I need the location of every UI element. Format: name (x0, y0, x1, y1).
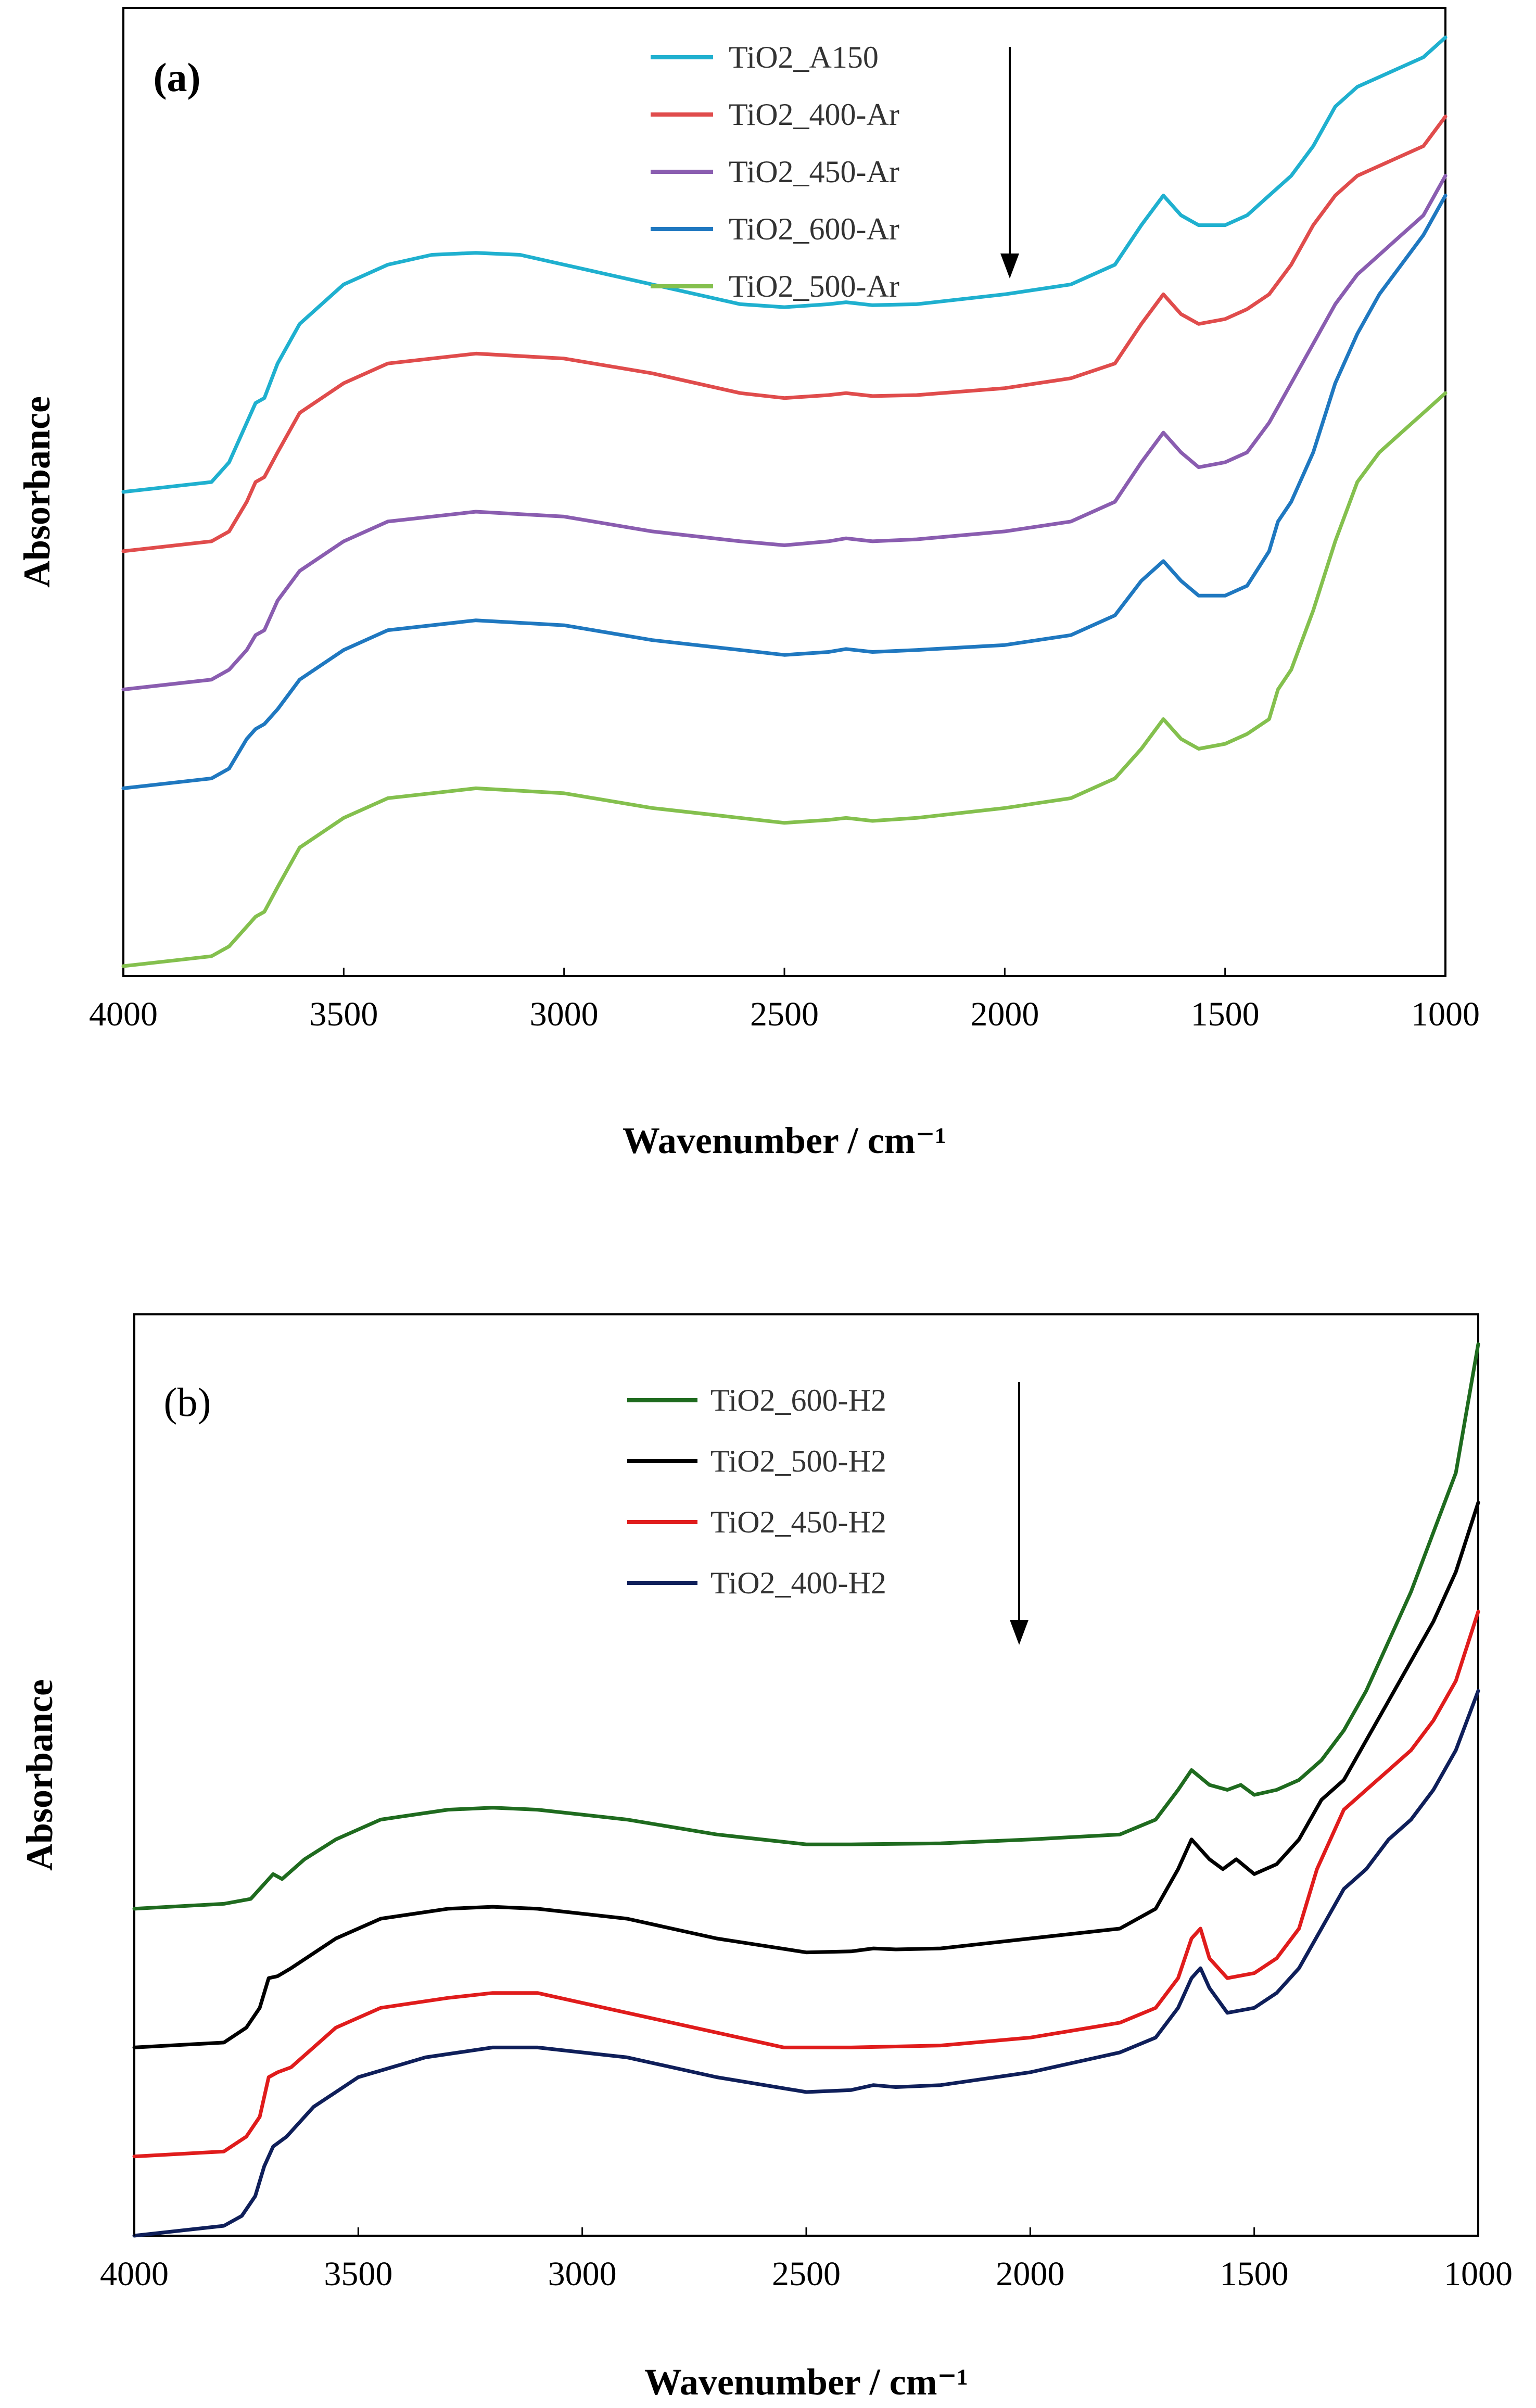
series-line-a-2 (121, 115, 1448, 553)
x-tick-label: 1500 (1191, 995, 1260, 1033)
x-tick-label: 1500 (1220, 2255, 1289, 2293)
legend-label: TiO2_600-H2 (710, 1383, 886, 1417)
x-axis-title-a: Wavenumber / cm⁻¹ (623, 1120, 946, 1161)
x-tick-label: 3000 (548, 2255, 617, 2293)
x-tick-label: 2000 (970, 995, 1039, 1033)
x-tick-label: 3000 (530, 995, 599, 1033)
series-line-a-5 (121, 391, 1448, 968)
x-tick-label: 2500 (772, 2255, 841, 2293)
series-line-a-4 (121, 194, 1448, 790)
legend-label: TiO2_400-Ar (729, 97, 899, 132)
x-tick-label: 4000 (89, 995, 158, 1033)
y-axis-title-a: Absorbance (16, 396, 58, 588)
series-group-b (132, 1342, 1480, 2238)
series-line-a-1 (121, 35, 1448, 494)
x-tick-group-b: 4000 3500 3000 2500 2000 1500 1000 (100, 2227, 1513, 2293)
panel-label-a: (a) (154, 55, 201, 100)
series-line-b-2 (132, 1501, 1480, 2049)
legend-label: TiO2_450-H2 (710, 1505, 886, 1539)
series-line-b-1 (132, 1342, 1480, 1911)
x-tick-label: 3500 (324, 2255, 392, 2293)
x-axis-title-b: Wavenumber / cm⁻¹ (644, 2361, 968, 2403)
x-tick-label: 1000 (1444, 2255, 1513, 2293)
chart-panel-a: 4000 3500 3000 2500 2000 1500 1000 (a) TiO2_A1… (16, 7, 1480, 1161)
x-tick-label: 1000 (1411, 995, 1480, 1033)
trend-arrow-a (1000, 47, 1019, 278)
legend-label: TiO2_450-Ar (729, 155, 899, 189)
legend-label: TiO2_500-H2 (710, 1444, 886, 1478)
arrow-head (1010, 1620, 1029, 1645)
arrow-head (1000, 254, 1019, 278)
x-tick-label: 3500 (309, 995, 378, 1033)
x-tick-label: 4000 (100, 2255, 169, 2293)
trend-arrow-b (1010, 1382, 1029, 1645)
legend-a: TiO2_A150 TiO2_400-Ar TiO2_450-Ar TiO2_600-… (651, 40, 899, 303)
x-tick-label: 2000 (996, 2255, 1064, 2293)
series-line-b-3 (132, 1609, 1480, 2159)
y-axis-title-b: Absorbance (19, 1679, 60, 1871)
series-group-a (121, 35, 1448, 968)
series-line-a-3 (121, 174, 1448, 692)
x-tick-group-a: 4000 3500 3000 2500 2000 1500 1000 (89, 968, 1480, 1033)
legend-label: TiO2_A150 (729, 40, 879, 74)
legend-label: TiO2_400-H2 (710, 1566, 886, 1600)
legend-label: TiO2_500-Ar (729, 269, 899, 303)
chart-panel-b: 4000 3500 3000 2500 2000 1500 1000 (b) TiO2_60… (19, 1313, 1513, 2403)
legend-b: TiO2_600-H2 TiO2_500-H2 TiO2_450-H2 TiO2_40… (627, 1383, 886, 1600)
panel-label-b: (b) (164, 1379, 211, 1425)
series-line-b-4 (132, 1689, 1480, 2238)
x-tick-label: 2500 (750, 995, 819, 1033)
legend-label: TiO2_600-Ar (729, 212, 899, 246)
